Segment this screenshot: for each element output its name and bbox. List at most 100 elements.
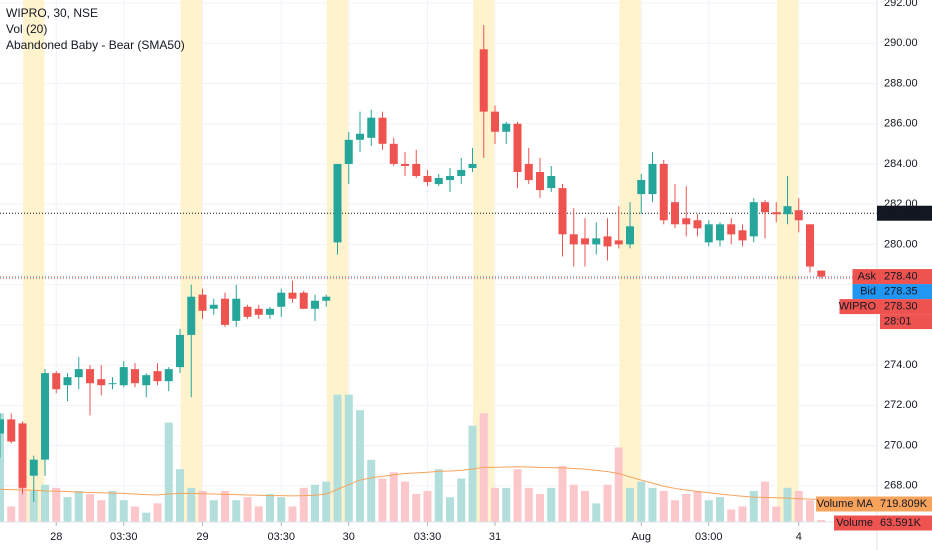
candle-body xyxy=(153,371,162,382)
candle-body xyxy=(378,117,387,144)
candle-body xyxy=(446,176,454,181)
y-tick-label: 272.00 xyxy=(884,399,918,411)
candle-body xyxy=(142,375,151,386)
candle-body xyxy=(18,423,27,488)
price-line-label: 278.40 xyxy=(884,270,918,282)
volume-bar xyxy=(536,494,544,522)
candle-body xyxy=(344,139,353,164)
candle-body xyxy=(86,369,94,384)
price-line-label-box xyxy=(880,299,932,315)
volume-bar xyxy=(558,466,567,522)
x-tick-label: 30 xyxy=(343,531,355,543)
candle-body xyxy=(423,176,432,183)
candle-body xyxy=(558,188,567,235)
volume-bar xyxy=(322,481,331,522)
volume-bar xyxy=(457,478,466,522)
reference-label-box xyxy=(877,205,932,221)
candle-body xyxy=(131,369,139,384)
volume-bar xyxy=(389,472,398,522)
price-line-label-box xyxy=(880,269,932,285)
candle-body xyxy=(254,308,263,315)
candle-body xyxy=(648,163,657,195)
candle-body xyxy=(41,373,49,460)
volume-bar xyxy=(299,487,308,522)
candle-body xyxy=(693,220,702,229)
volume-bar xyxy=(603,484,612,522)
y-tick-label: 284.00 xyxy=(884,158,918,170)
volume-bar xyxy=(18,484,27,522)
candle-body xyxy=(592,238,601,245)
candle-body xyxy=(727,224,736,235)
volume-bar xyxy=(266,494,274,522)
volume-bar xyxy=(142,512,151,522)
volume-bar xyxy=(412,494,421,522)
volume-bar xyxy=(97,500,106,522)
volume-label: 63.591K xyxy=(880,517,922,529)
volume-bar xyxy=(772,506,781,522)
volume-ma-label-box xyxy=(876,496,932,512)
pattern-highlight xyxy=(326,0,349,522)
candle-body xyxy=(806,224,814,267)
volume-name-box xyxy=(834,515,876,531)
candle-body xyxy=(322,296,331,301)
volume-bar xyxy=(311,484,319,522)
volume-bar xyxy=(716,497,724,522)
volume-bar xyxy=(86,494,94,522)
volume-bar xyxy=(761,481,769,522)
price-line-name: Ask xyxy=(858,270,877,282)
volume-bar xyxy=(367,459,376,522)
volume-bar xyxy=(254,506,263,522)
volume-bar xyxy=(637,481,646,522)
volume-bar xyxy=(7,506,16,522)
volume-bar xyxy=(727,509,736,522)
volume-bar xyxy=(693,490,702,522)
price-line-name: WIPRO xyxy=(839,300,877,312)
volume-bar xyxy=(41,484,49,522)
time-axis xyxy=(0,522,877,550)
volume-bar xyxy=(153,503,162,522)
candle-body xyxy=(108,383,117,385)
volume-bar xyxy=(356,410,364,522)
volume-bar xyxy=(52,487,61,522)
pattern-highlight xyxy=(180,0,202,522)
volume-bar xyxy=(794,490,803,522)
volume-bar xyxy=(209,500,218,522)
volume-bar xyxy=(401,481,409,522)
candle-body xyxy=(783,206,792,215)
candle-body xyxy=(479,49,488,112)
candle-body xyxy=(761,202,769,213)
candle-body xyxy=(0,419,4,434)
candle-body xyxy=(176,334,184,368)
y-tick-label: 280.00 xyxy=(884,238,918,250)
candle-body xyxy=(626,226,634,245)
axes: 268.00270.00272.00274.00276.00278.00280.… xyxy=(50,0,932,543)
candle-body xyxy=(288,292,297,299)
candle-body xyxy=(502,123,511,132)
volume-bar xyxy=(491,487,499,522)
candle-body xyxy=(29,459,38,476)
volume-bar xyxy=(0,413,4,522)
candle-body xyxy=(299,292,308,309)
volume-bar xyxy=(446,497,454,522)
volume-bar xyxy=(74,490,83,522)
pattern-highlight xyxy=(23,0,45,522)
volume-bar xyxy=(783,487,792,522)
candle-body xyxy=(817,270,826,277)
volume-bar xyxy=(682,494,691,522)
volume-bar xyxy=(749,490,758,522)
plot-background xyxy=(0,0,877,522)
x-tick-label: 03:30 xyxy=(110,531,138,543)
volume-bar xyxy=(704,500,713,522)
candle-body xyxy=(97,379,106,386)
candle-body xyxy=(367,117,376,138)
reference-label: 281.55 xyxy=(884,207,918,219)
candle-body xyxy=(243,306,252,317)
countdown: 28:01 xyxy=(884,315,912,327)
candle-body xyxy=(547,176,556,189)
candle-body xyxy=(637,180,646,195)
candle-body xyxy=(513,123,522,172)
volume-bar xyxy=(288,506,297,522)
volume-bar xyxy=(434,469,443,522)
volume-bar xyxy=(63,497,72,522)
